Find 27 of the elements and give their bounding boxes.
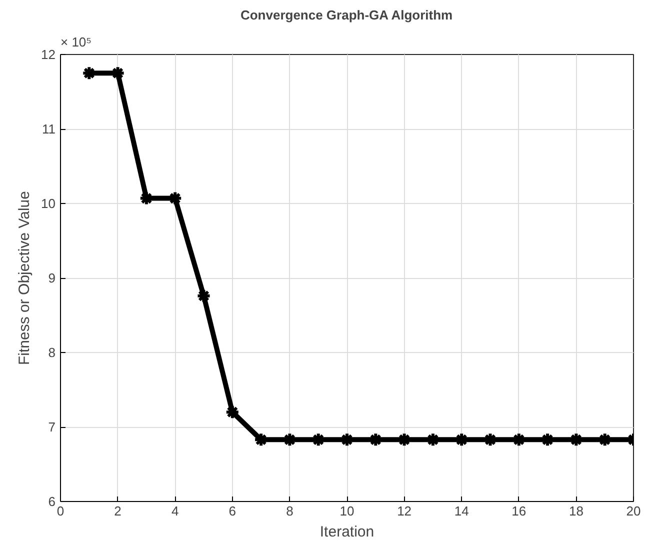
- y-tick-label: 8: [48, 345, 56, 360]
- y-tick-label: 12: [41, 47, 56, 62]
- point: [196, 288, 212, 304]
- x-tick-label: 14: [454, 504, 469, 518]
- y-tick-label: 11: [42, 122, 56, 136]
- x-tick-label: 6: [228, 504, 236, 518]
- x-tick-label: 20: [626, 504, 641, 518]
- x-tick-label: 10: [340, 504, 354, 518]
- text: × 10⁵: [60, 34, 92, 50]
- y-tick-label: 7: [48, 420, 56, 434]
- point: [138, 190, 154, 206]
- x-axis-title: Iteration: [320, 524, 374, 540]
- chart-title: Convergence Graph-GA Algorithm: [240, 8, 453, 22]
- x-tick-label: 12: [397, 504, 412, 518]
- x-tick-label: 0: [56, 504, 64, 518]
- x-tick-label: 8: [286, 504, 294, 518]
- x-tick-label: 4: [171, 504, 179, 518]
- y-tick-label: 6: [48, 494, 56, 509]
- point: [340, 432, 354, 448]
- x-tick-label: 2: [114, 504, 122, 518]
- y-tick-label: 9: [48, 270, 56, 286]
- y-axis-title: Fitness or Objective Value: [16, 191, 34, 365]
- point: [224, 404, 240, 420]
- x-tick-label: 18: [568, 504, 584, 518]
- y-tick-label: 10: [41, 196, 56, 211]
- x-tick-label: 16: [512, 504, 526, 518]
- point: [168, 190, 183, 206]
